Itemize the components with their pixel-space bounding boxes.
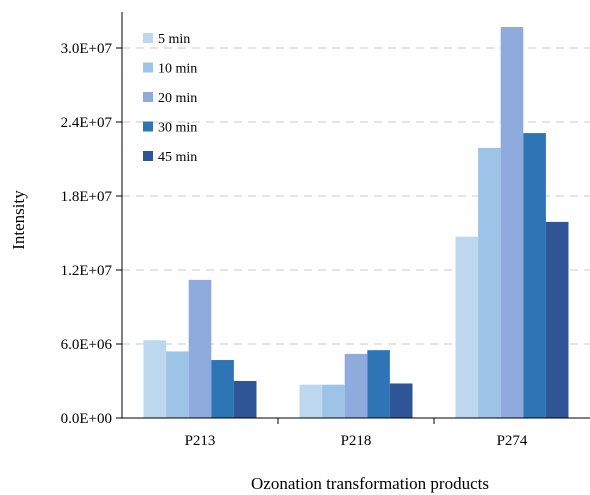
bar-p218-45-min: [389, 383, 413, 418]
bar-p213-30-min: [211, 360, 234, 418]
y-tick-label-5: 3.0E+07: [61, 41, 113, 57]
bar-p274-10-min: [478, 147, 501, 418]
bar-p274-45-min: [545, 221, 569, 418]
y-tick-labels: 0.0E+00 6.0E+06 1.2E+07 1.8E+07 2.4E+07 3.0E+…: [61, 41, 113, 427]
bar-p213-45-min: [233, 381, 257, 418]
legend-swatch-30-min: [143, 121, 153, 132]
legend-label-30-min: 30 min: [158, 121, 197, 136]
bar-p274-5-min: [455, 236, 479, 418]
legend-swatch-5-min: [143, 33, 153, 43]
bar-p218-30-min: [367, 350, 390, 418]
bars: [143, 27, 569, 419]
legend: 5 min 10 min 20 min 30 min 45 min: [143, 32, 197, 165]
y-tick-label-2: 1.2E+07: [61, 263, 113, 279]
y-tick-label-4: 2.4E+07: [61, 115, 113, 131]
x-tick-label-p218: P218: [341, 433, 372, 449]
y-tick-label-1: 6.0E+06: [61, 337, 113, 353]
bar-p213-10-min: [166, 351, 189, 418]
bar-p218-20-min: [344, 353, 368, 418]
legend-label-5-min: 5 min: [158, 32, 190, 47]
legend-swatch-20-min: [143, 92, 153, 102]
x-tick-label-p213: P213: [185, 433, 216, 449]
legend-swatch-10-min: [143, 62, 153, 73]
bar-p213-20-min: [188, 279, 212, 418]
y-axis-title: Intensity: [9, 190, 28, 250]
y-tick-label-3: 1.8E+07: [61, 189, 113, 205]
x-axis-title: Ozonation transformation products: [251, 474, 489, 493]
x-tick-labels: P213 P218 P274: [185, 433, 528, 449]
x-tick-label-p274: P274: [497, 433, 528, 449]
bar-p213-5-min: [143, 340, 167, 418]
axes: [116, 12, 590, 424]
legend-label-10-min: 10 min: [158, 62, 197, 77]
bar-p218-5-min: [299, 384, 323, 418]
bar-p274-30-min: [523, 133, 546, 418]
bar-p274-20-min: [500, 27, 524, 419]
bar-p218-10-min: [322, 384, 345, 418]
legend-label-45-min: 45 min: [158, 150, 197, 165]
y-tick-label-0: 0.0E+00: [61, 411, 112, 427]
legend-label-20-min: 20 min: [158, 91, 197, 106]
legend-swatch-45-min: [143, 151, 153, 161]
